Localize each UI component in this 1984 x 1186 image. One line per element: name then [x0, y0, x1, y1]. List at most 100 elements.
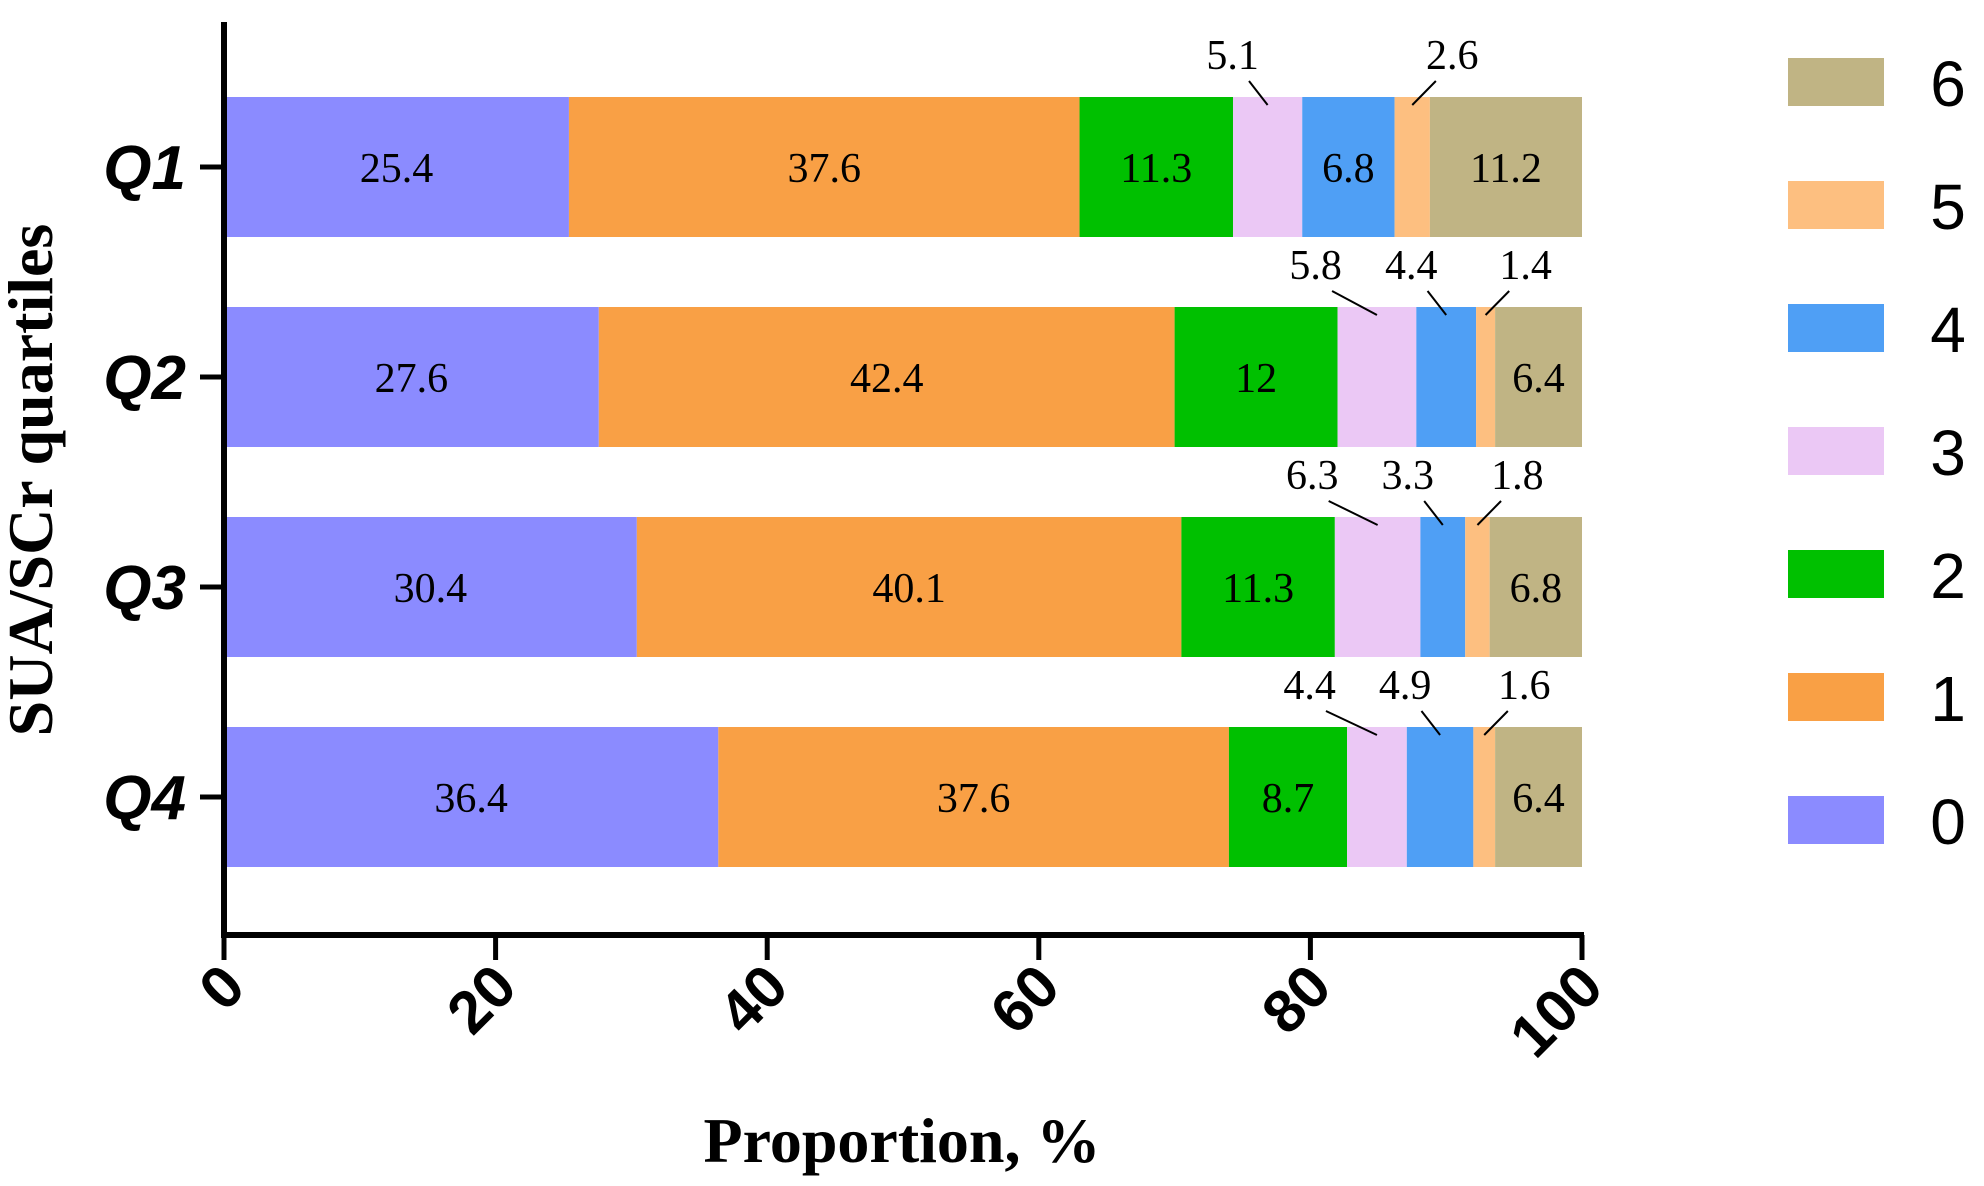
value-label-q1-6: 11.2: [1470, 146, 1542, 192]
value-label-q2-4: 4.4: [1385, 243, 1438, 289]
legend: 6 5 4 3 2 1 0: [1788, 48, 1966, 858]
x-tick-label: 20: [434, 952, 529, 1047]
legend-swatch-0: [1788, 796, 1884, 844]
bar-segment-q1-6: [1429, 97, 1582, 237]
leader-line-q1-5: [1411, 80, 1437, 106]
leader-line-q4-5: [1483, 710, 1509, 736]
bar-segment-q4-0: [224, 727, 719, 867]
y-ticks-layer: Q1 Q2 Q3 Q4: [103, 134, 224, 833]
value-label-q3-5: 1.8: [1491, 453, 1544, 499]
value-label-q4-2: 8.7: [1262, 776, 1315, 822]
data-labels-layer: 25.4 37.6 11.3 6.8 11.2 5.1 2.6 27.6 42.4 12 6.4 5.…: [360, 33, 1565, 822]
leader-line-q4-4: [1420, 710, 1441, 736]
value-label-q3-2: 11.3: [1222, 566, 1294, 612]
category-label-q2: Q2: [103, 344, 186, 413]
bars-layer: [224, 97, 1582, 867]
legend-swatch-1: [1788, 673, 1884, 721]
legend-swatch-5: [1788, 181, 1884, 229]
value-label-q2-3: 5.8: [1289, 243, 1342, 289]
legend-swatch-2: [1788, 550, 1884, 598]
bar-segment-q2-4: [1416, 307, 1477, 447]
value-label-q2-1: 42.4: [850, 356, 924, 402]
bar-segment-q3-5: [1465, 517, 1490, 657]
bar-segment-q1-4: [1302, 97, 1395, 237]
value-label-q3-3: 6.3: [1286, 453, 1339, 499]
bar-segment-q4-3: [1347, 727, 1407, 867]
bar-segment-q3-1: [636, 517, 1182, 657]
value-label-q2-2: 12: [1235, 356, 1277, 402]
value-label-q4-3: 4.4: [1283, 663, 1336, 709]
legend-label-4: 4: [1930, 294, 1966, 366]
value-label-q3-0: 30.4: [394, 566, 468, 612]
value-label-q3-1: 40.1: [872, 566, 946, 612]
legend-swatch-3: [1788, 427, 1884, 475]
legend-label-3: 3: [1930, 417, 1966, 489]
value-label-q3-6: 6.8: [1510, 566, 1563, 612]
legend-label-5: 5: [1930, 171, 1966, 243]
x-ticks-layer: 0 20 40 60 80 100: [186, 935, 1615, 1070]
x-tick-label: 40: [706, 952, 801, 1047]
x-tick-label: 0: [186, 952, 257, 1023]
leader-line-q2-4: [1426, 290, 1447, 316]
bar-segment-q2-3: [1337, 307, 1417, 447]
legend-swatch-6: [1788, 58, 1884, 106]
legend-label-2: 2: [1930, 540, 1966, 612]
bar-segment-q3-2: [1181, 517, 1335, 657]
axes-layer: [221, 22, 1584, 938]
leader-line-q4-3: [1325, 710, 1378, 736]
bar-segment-q2-5: [1476, 307, 1496, 447]
leader-line-q2-3: [1331, 290, 1378, 316]
category-label-q3: Q3: [103, 554, 186, 623]
leader-line-q3-5: [1476, 500, 1502, 526]
leader-lines-layer: [1248, 80, 1510, 736]
bar-segment-q2-0: [224, 307, 599, 447]
x-tick-label: 60: [977, 952, 1072, 1047]
legend-label-0: 0: [1930, 786, 1966, 858]
x-axis-title: Proportion, %: [703, 1105, 1100, 1176]
leader-line-q3-4: [1423, 500, 1444, 526]
bar-segment-q4-2: [1228, 727, 1348, 867]
y-axis-title: SUA/SCr quartiles: [0, 224, 66, 737]
x-tick-label: 100: [1497, 952, 1615, 1070]
bar-segment-q4-6: [1495, 727, 1582, 867]
value-label-q4-1: 37.6: [937, 776, 1011, 822]
bar-segment-q4-4: [1406, 727, 1474, 867]
value-label-q1-4: 6.8: [1322, 146, 1375, 192]
legend-swatch-4: [1788, 304, 1884, 352]
legend-label-1: 1: [1930, 663, 1966, 735]
bar-segment-q3-3: [1334, 517, 1421, 657]
value-label-q1-3: 5.1: [1206, 33, 1259, 79]
value-label-q4-6: 6.4: [1512, 776, 1565, 822]
bar-segment-q1-0: [224, 97, 569, 237]
value-label-q4-0: 36.4: [434, 776, 508, 822]
value-label-q2-5: 1.4: [1499, 243, 1552, 289]
leader-line-q1-3: [1248, 80, 1269, 106]
category-label-q1: Q1: [103, 134, 186, 203]
bar-segment-q4-1: [718, 727, 1229, 867]
leader-line-q2-5: [1484, 290, 1510, 316]
value-label-q1-0: 25.4: [360, 146, 434, 192]
bar-segment-q1-3: [1232, 97, 1303, 237]
bar-segment-q3-6: [1489, 517, 1582, 657]
value-label-q2-6: 6.4: [1512, 356, 1565, 402]
value-label-q4-4: 4.9: [1379, 663, 1432, 709]
category-label-q4: Q4: [103, 764, 186, 833]
bar-segment-q1-1: [568, 97, 1080, 237]
bar-segment-q3-0: [224, 517, 637, 657]
bar-segment-q2-6: [1495, 307, 1582, 447]
bar-segment-q2-2: [1174, 307, 1338, 447]
bar-segment-q4-5: [1473, 727, 1496, 867]
value-label-q2-0: 27.6: [375, 356, 449, 402]
value-label-q4-5: 1.6: [1498, 663, 1551, 709]
value-label-q3-4: 3.3: [1382, 453, 1435, 499]
bar-segment-q1-2: [1079, 97, 1233, 237]
legend-label-6: 6: [1930, 48, 1966, 120]
leader-line-q3-3: [1328, 500, 1379, 526]
value-label-q1-1: 37.6: [787, 146, 861, 192]
bar-segment-q2-1: [598, 307, 1175, 447]
value-label-q1-2: 11.3: [1120, 146, 1192, 192]
bar-segment-q3-4: [1420, 517, 1466, 657]
x-tick-label: 80: [1249, 952, 1344, 1047]
bar-segment-q1-5: [1394, 97, 1430, 237]
